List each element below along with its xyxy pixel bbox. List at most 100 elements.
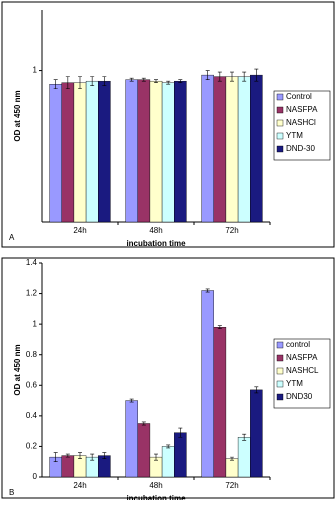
x-axis-label: incubation time: [126, 494, 186, 500]
legend-label: NASFPA: [286, 105, 318, 114]
bar: [213, 327, 227, 478]
error-bar: [78, 452, 82, 459]
error-bar: [205, 70, 210, 80]
error-bar: [166, 444, 171, 449]
legend-label: DND-30: [286, 144, 315, 153]
error-bar: [242, 433, 247, 441]
bar: [125, 79, 138, 223]
legend-label: control: [286, 340, 310, 349]
error-bar: [141, 421, 146, 426]
x-tick-label: 24h: [73, 226, 86, 235]
legend-swatch: [276, 354, 284, 362]
bar: [61, 82, 75, 223]
x-tick-label: 48h: [149, 481, 162, 490]
error-bar: [254, 68, 259, 82]
error-bar: [154, 79, 158, 83]
error-bar: [53, 79, 58, 90]
x-tick-label: 48h: [149, 226, 162, 235]
bar: [225, 76, 239, 223]
y-tick-label: 1.2: [26, 289, 38, 298]
bar: [98, 80, 111, 223]
error-bar: [102, 452, 107, 459]
legend-swatch: [276, 132, 284, 140]
bar: [73, 82, 87, 223]
legend-swatch: [276, 119, 284, 127]
bar: [225, 458, 239, 478]
error-bar: [129, 398, 134, 403]
error-bar: [230, 456, 234, 461]
bar: [161, 446, 175, 478]
error-bar: [178, 427, 183, 438]
legend-swatch: [276, 380, 284, 388]
legend-box: [273, 338, 331, 409]
panel-label: A: [9, 233, 15, 242]
error-bar: [65, 453, 70, 458]
legend-swatch: [276, 367, 284, 375]
error-bar: [205, 288, 210, 293]
error-bar: [166, 80, 171, 85]
legend-label: YTM: [286, 379, 303, 388]
legend-label: NASFPA: [286, 353, 318, 362]
x-tick-label: 72h: [225, 226, 238, 235]
error-bar: [178, 79, 183, 83]
legend-box: [273, 90, 331, 161]
bar: [201, 74, 214, 223]
y-tick-label: 0.4: [26, 411, 38, 420]
bar: [125, 400, 138, 478]
error-bar: [242, 71, 247, 82]
bar: [213, 76, 227, 223]
bar: [250, 389, 263, 478]
error-bar: [65, 76, 70, 90]
bar: [49, 83, 62, 223]
error-bar: [230, 71, 234, 82]
bar: [161, 82, 175, 223]
bar: [174, 80, 187, 223]
bar: [174, 432, 187, 478]
error-bar: [78, 76, 82, 90]
y-axis-label: OD at 450 nm: [13, 344, 22, 395]
legend-swatch: [276, 341, 284, 349]
legend-label: Control: [286, 92, 312, 101]
y-tick-label: 0.6: [26, 380, 38, 389]
y-tick-label: 1: [33, 66, 38, 75]
bar: [137, 79, 151, 223]
legend-label: YTM: [286, 131, 303, 140]
legend-label: NASHCL: [286, 366, 319, 375]
bar: [201, 290, 214, 478]
panel-border: [1, 257, 335, 499]
error-bar: [129, 77, 134, 82]
legend-swatch: [276, 106, 284, 114]
error-bar: [154, 453, 158, 461]
error-bar: [217, 71, 222, 82]
bar: [137, 423, 151, 478]
bar: [61, 455, 75, 478]
legend-label: NASHCl: [286, 118, 316, 127]
error-bar: [90, 76, 95, 87]
legend-swatch: [276, 393, 284, 401]
y-tick-label: 0.8: [26, 350, 38, 359]
x-tick-label: 24h: [73, 481, 86, 490]
x-tick-label: 72h: [225, 481, 238, 490]
y-tick-label: 1: [33, 319, 38, 328]
error-bar: [254, 386, 259, 394]
panel-border: [1, 1, 335, 248]
legend-label: DND30: [286, 392, 313, 401]
legend-swatch: [276, 145, 284, 153]
error-bar: [102, 76, 107, 87]
x-axis-label: incubation time: [126, 239, 186, 248]
y-tick-label: 1.4: [26, 258, 38, 267]
y-tick-label: 0: [33, 472, 38, 481]
bar: [250, 74, 263, 223]
error-bar: [141, 77, 146, 82]
error-bar: [90, 453, 95, 461]
panel-label: B: [9, 488, 14, 497]
y-tick-label: 0.2: [26, 442, 38, 451]
error-bar: [53, 452, 58, 463]
y-axis-label: OD at 450 nm: [13, 90, 22, 141]
error-bar: [217, 325, 222, 330]
legend-swatch: [276, 93, 284, 101]
bar: [237, 76, 251, 223]
bar: [149, 80, 163, 223]
bar: [85, 80, 99, 223]
